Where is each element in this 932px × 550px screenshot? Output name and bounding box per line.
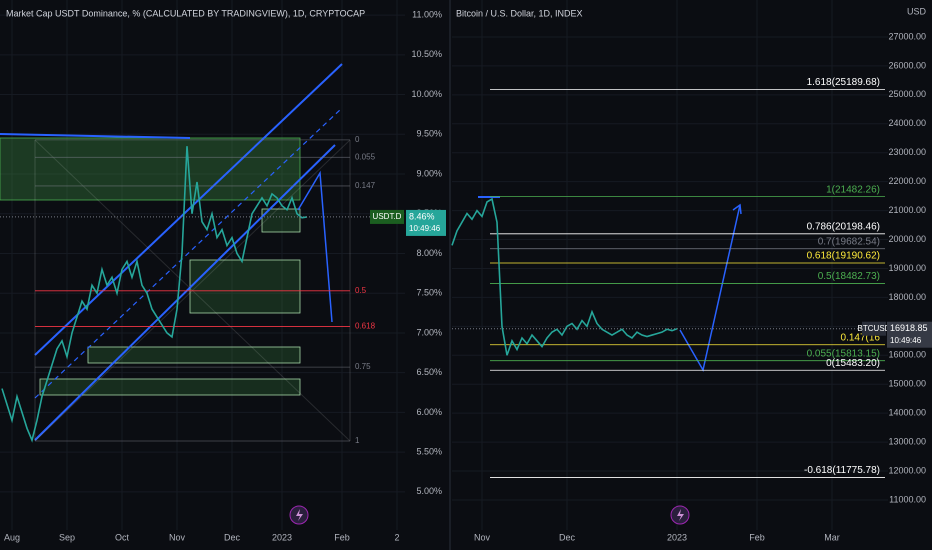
y-tick-label: 16000.00 — [888, 350, 926, 360]
zone-box — [189, 259, 301, 314]
symbol-tag — [862, 321, 886, 336]
y-tick-label: 11.00% — [412, 9, 442, 19]
price-tag — [887, 321, 932, 348]
y-tick-label: 12000.00 — [888, 465, 926, 475]
grid-layer — [0, 0, 888, 530]
chart-title: Market Cap USDT Dominance, % (CALCULATED… — [6, 8, 365, 18]
zone-box — [0, 137, 301, 201]
y-tick-label: 10.00% — [411, 89, 442, 99]
y-tick-label: 21000.00 — [888, 205, 926, 215]
x-tick-label: Nov — [474, 532, 491, 542]
x-tick-label: 2023 — [272, 532, 292, 542]
price-line — [1, 146, 308, 443]
y-tick-label: 24000.00 — [888, 118, 926, 128]
y-tick-label: 11000.00 — [889, 494, 926, 504]
y-tick-label: 25000.00 — [888, 89, 926, 99]
x-tick-label: Dec — [224, 532, 241, 542]
y-tick-label: 13000.00 — [888, 436, 926, 446]
y-tick-label: 6.50% — [416, 367, 442, 377]
y-tick-label: 15000.00 — [888, 379, 926, 389]
fib-label: 0.786(20198.46) — [807, 221, 880, 232]
fib-label: 1(21482.26) — [826, 184, 880, 195]
x-tick-label: Feb — [749, 532, 765, 542]
price-line — [451, 197, 678, 356]
fib-label: 0(15483.20) — [826, 358, 880, 369]
fib-label: 0.7(19682.54) — [818, 236, 880, 247]
y-tick-label: 10.50% — [411, 49, 442, 59]
axis-unit: USD — [907, 6, 927, 16]
x-tick-label: Aug — [4, 532, 20, 542]
y-tick-label: 5.50% — [416, 447, 442, 457]
channel-mid — [34, 107, 343, 399]
fib-label: 0.5 — [355, 286, 367, 295]
x-tick-label: Sep — [59, 532, 75, 542]
fib-label: 0.5(18482.73) — [818, 271, 880, 282]
price-tag-time: 10:49:46 — [890, 336, 922, 345]
x-tick-label: Feb — [334, 532, 350, 542]
bolt — [296, 509, 303, 521]
fib-label: -0.618(11775.78) — [804, 465, 880, 476]
fib-label: 0.147(16 — [841, 332, 881, 343]
y-tick-label: 9.50% — [416, 129, 442, 139]
fib-label: 0 — [355, 135, 360, 144]
x-tick-label: Mar — [824, 532, 840, 542]
x-tick-label: 2023 — [667, 532, 687, 542]
y-tick-label: 22000.00 — [888, 176, 926, 186]
arrow-head — [732, 203, 742, 215]
y-tick-label: 6.00% — [416, 407, 442, 417]
y-tick-label: 7.50% — [416, 288, 442, 298]
chart-title: Bitcoin / U.S. Dollar, 1D, INDEX — [456, 8, 583, 18]
x-tick-label: 2 — [394, 532, 399, 542]
forecast-arrow — [297, 170, 333, 323]
price-tag — [406, 209, 446, 236]
y-tick-label: 7.00% — [416, 327, 442, 337]
y-tick-label: 27000.00 — [888, 31, 926, 41]
y-tick-label: 20000.00 — [888, 234, 926, 244]
channel-line — [34, 144, 336, 441]
fib-label: 0.055(15813.15) — [807, 348, 880, 359]
top-line — [0, 133, 191, 139]
x-tick-label: Oct — [115, 532, 130, 542]
y-tick-label: 14000.00 — [888, 408, 926, 418]
symbol-tag — [370, 209, 404, 224]
y-tick-label: 26000.00 — [888, 60, 926, 70]
left-drawings — [0, 63, 351, 442]
fib-label: 0.055 — [355, 152, 376, 161]
fib-label: 0.75 — [355, 362, 371, 371]
fib-label: 0.147 — [355, 181, 376, 190]
fib-label: 0.618 — [355, 322, 376, 331]
zone-box — [87, 346, 301, 364]
y-tick-label: 5.00% — [416, 486, 442, 496]
fib-label: 0.618(19190.62) — [807, 251, 880, 262]
price-tag-value: 16918.85 — [890, 323, 928, 333]
zone-box — [39, 378, 301, 396]
symbol-tag-text: USDT.D — [373, 212, 402, 221]
y-tick-label: 9.00% — [416, 168, 442, 178]
marks-layer: Market Cap USDT Dominance, % (CALCULATED… — [0, 6, 932, 542]
y-tick-label: 23000.00 — [888, 147, 926, 157]
fib-label: 1.618(25189.68) — [807, 77, 880, 88]
price-tag-time: 10:49:46 — [409, 224, 441, 233]
y-tick-label: 19000.00 — [888, 263, 926, 273]
bolt — [677, 509, 684, 521]
symbol-tag-text: BTCUSD — [858, 324, 891, 333]
y-tick-label: 8.00% — [416, 248, 442, 258]
price-tag-value: 8.46% — [409, 211, 435, 221]
y-tick-label: 18000.00 — [888, 292, 926, 302]
fib-label: 1 — [355, 436, 360, 445]
x-tick-label: Dec — [559, 532, 576, 542]
zone-box — [261, 208, 301, 233]
x-tick-label: Nov — [169, 532, 186, 542]
